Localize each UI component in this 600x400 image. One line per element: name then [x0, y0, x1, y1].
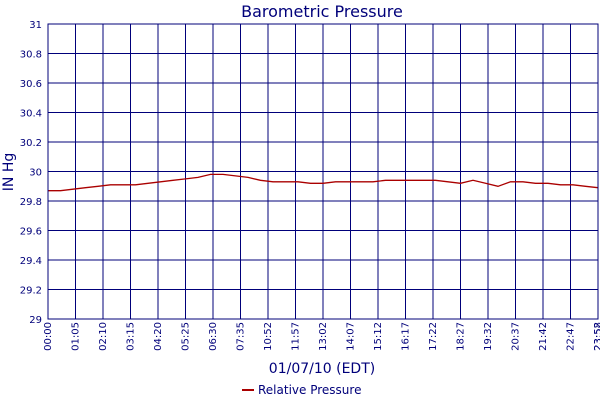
legend: Relative Pressure — [242, 383, 361, 397]
x-tick-label: 07:35 — [236, 322, 247, 351]
x-tick-label: 18:27 — [456, 322, 467, 351]
x-tick-label: 21:42 — [538, 322, 549, 351]
x-tick-label: 03:15 — [126, 322, 137, 351]
x-tick-label: 15:12 — [373, 322, 384, 351]
grid — [47, 23, 599, 320]
series-line-relative-pressure — [48, 173, 599, 192]
y-tick-labels: 29 29.2 29.4 29.6 29.8 30 30.2 30.4 30.6 30.8 31 — [20, 20, 42, 326]
y-tick-label: 30.2 — [20, 138, 42, 149]
x-tick-label: 02:10 — [98, 322, 109, 351]
x-tick-label: 16:17 — [401, 322, 412, 351]
series-layer — [48, 173, 599, 192]
y-tick-label: 29.4 — [20, 256, 42, 267]
x-tick-label: 11:57 — [291, 322, 302, 351]
y-axis-label: IN Hg — [1, 153, 17, 191]
y-tick-label: 30.6 — [20, 79, 42, 90]
x-tick-label: 05:25 — [181, 322, 192, 351]
x-tick-label: 23:58 — [593, 322, 600, 351]
x-tick-label: 20:37 — [511, 322, 522, 351]
y-tick-label: 29 — [29, 315, 42, 326]
x-axis-label: 01/07/10 (EDT) — [269, 361, 375, 377]
x-tick-label: 10:52 — [263, 322, 274, 351]
y-tick-label: 30.4 — [20, 109, 42, 120]
x-tick-label: 13:02 — [318, 322, 329, 351]
plot-border — [47, 23, 599, 320]
x-tick-label: 14:07 — [346, 322, 357, 351]
y-tick-label: 29.2 — [20, 286, 42, 297]
x-tick-label: 23:52 — [593, 322, 600, 351]
chart-title: Barometric Pressure — [241, 2, 403, 21]
y-tick-label: 30 — [29, 168, 42, 179]
x-tick-label: 01:05 — [71, 322, 82, 351]
y-tick-label: 29.8 — [20, 197, 42, 208]
x-tick-labels: 00:00 01:05 02:10 03:15 04:20 05:25 06:30 07:35… — [43, 322, 600, 351]
y-tick-label: 29.6 — [20, 227, 42, 238]
x-tick-label: 22:47 — [566, 322, 577, 351]
y-tick-label: 31 — [29, 20, 42, 31]
x-tick-label: 04:20 — [153, 322, 164, 351]
legend-label: Relative Pressure — [258, 383, 361, 397]
x-tick-label: 17:22 — [428, 322, 439, 351]
x-tick-label: 19:32 — [483, 322, 494, 351]
x-tick-label: 06:30 — [208, 322, 219, 351]
x-tick-label: 00:00 — [43, 322, 54, 351]
y-tick-label: 30.8 — [20, 50, 42, 61]
